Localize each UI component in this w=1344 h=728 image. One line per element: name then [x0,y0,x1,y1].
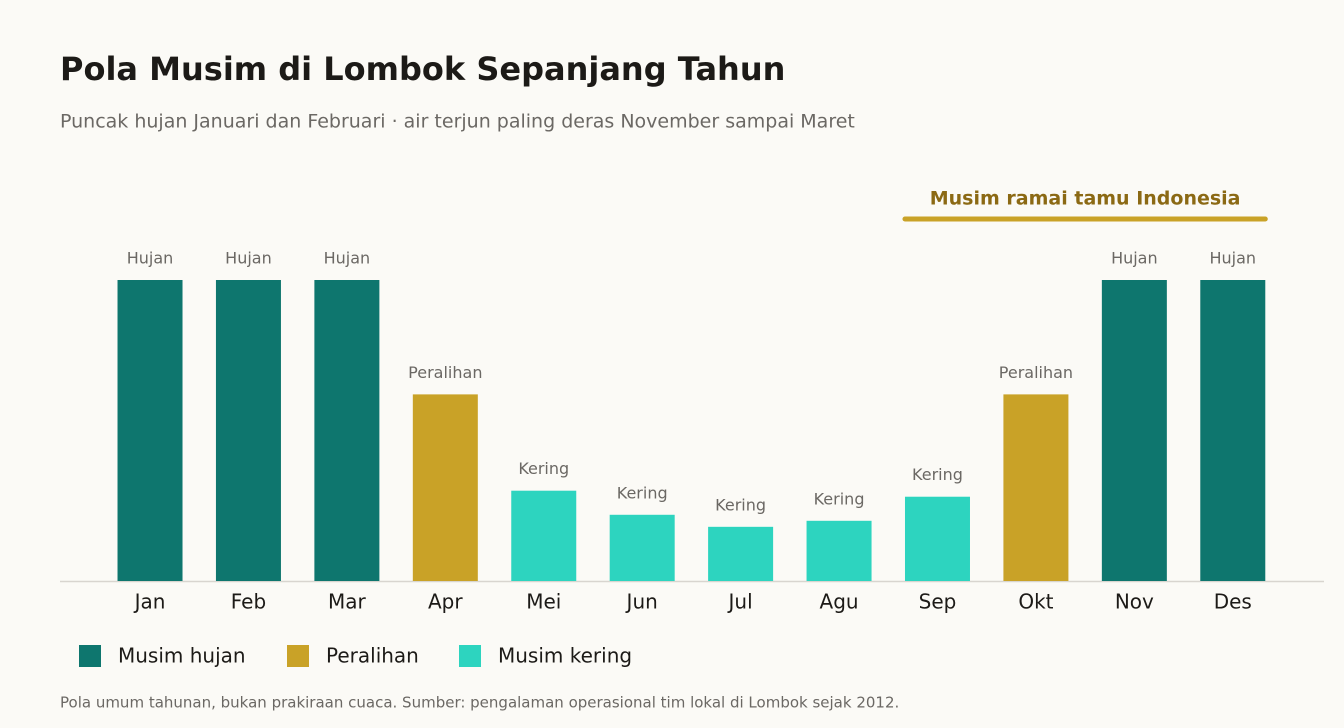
bar-label: Kering [617,483,668,502]
bar-label: Kering [912,465,963,484]
bar [1101,280,1167,581]
x-tick-label: Apr [428,590,463,614]
x-tick-label: Agu [820,590,859,614]
x-tick-label: Mar [328,590,367,614]
bar [806,520,872,581]
legend-swatch [287,645,309,667]
bar-label: Peralihan [408,363,482,382]
chart-title: Pola Musim di Lombok Sepanjang Tahun [60,50,785,88]
x-tick-label: Sep [919,590,957,614]
x-tick-label: Jun [625,590,658,614]
bar-label: Hujan [324,249,371,268]
bar [1003,394,1069,581]
bar-label: Kering [715,495,766,514]
legend-swatch [459,645,481,667]
x-tick-label: Des [1214,590,1252,614]
bar [412,394,478,581]
bar [511,490,577,581]
x-tick-label: Okt [1018,590,1053,614]
bar-label: Hujan [225,249,272,268]
bar [609,514,675,581]
x-tick-label: Nov [1115,590,1154,614]
bar-label: Hujan [1111,249,1158,268]
x-tick-label: Feb [231,590,266,614]
bar-label: Peralihan [999,363,1073,382]
legend-label: Peralihan [326,644,419,668]
bar [904,496,970,581]
annotation-label: Musim ramai tamu Indonesia [930,188,1241,210]
bar-label: Hujan [1210,249,1257,268]
bar [117,280,183,581]
bar-label: Kering [518,459,569,478]
x-tick-label: Jul [727,590,753,614]
bar-label: Hujan [127,249,174,268]
legend-label: Musim kering [498,644,632,668]
bar-label: Kering [814,489,865,508]
footnote: Pola umum tahunan, bukan prakiraan cuaca… [60,694,899,712]
legend-swatch [79,645,101,667]
bar [215,280,281,581]
bar [314,280,380,581]
bar [1200,280,1266,581]
chart-subtitle: Puncak hujan Januari dan Februari · air … [60,111,855,133]
x-tick-label: Mei [526,590,561,614]
legend-label: Musim hujan [118,644,246,668]
bar [708,526,774,581]
x-tick-label: Jan [133,590,166,614]
